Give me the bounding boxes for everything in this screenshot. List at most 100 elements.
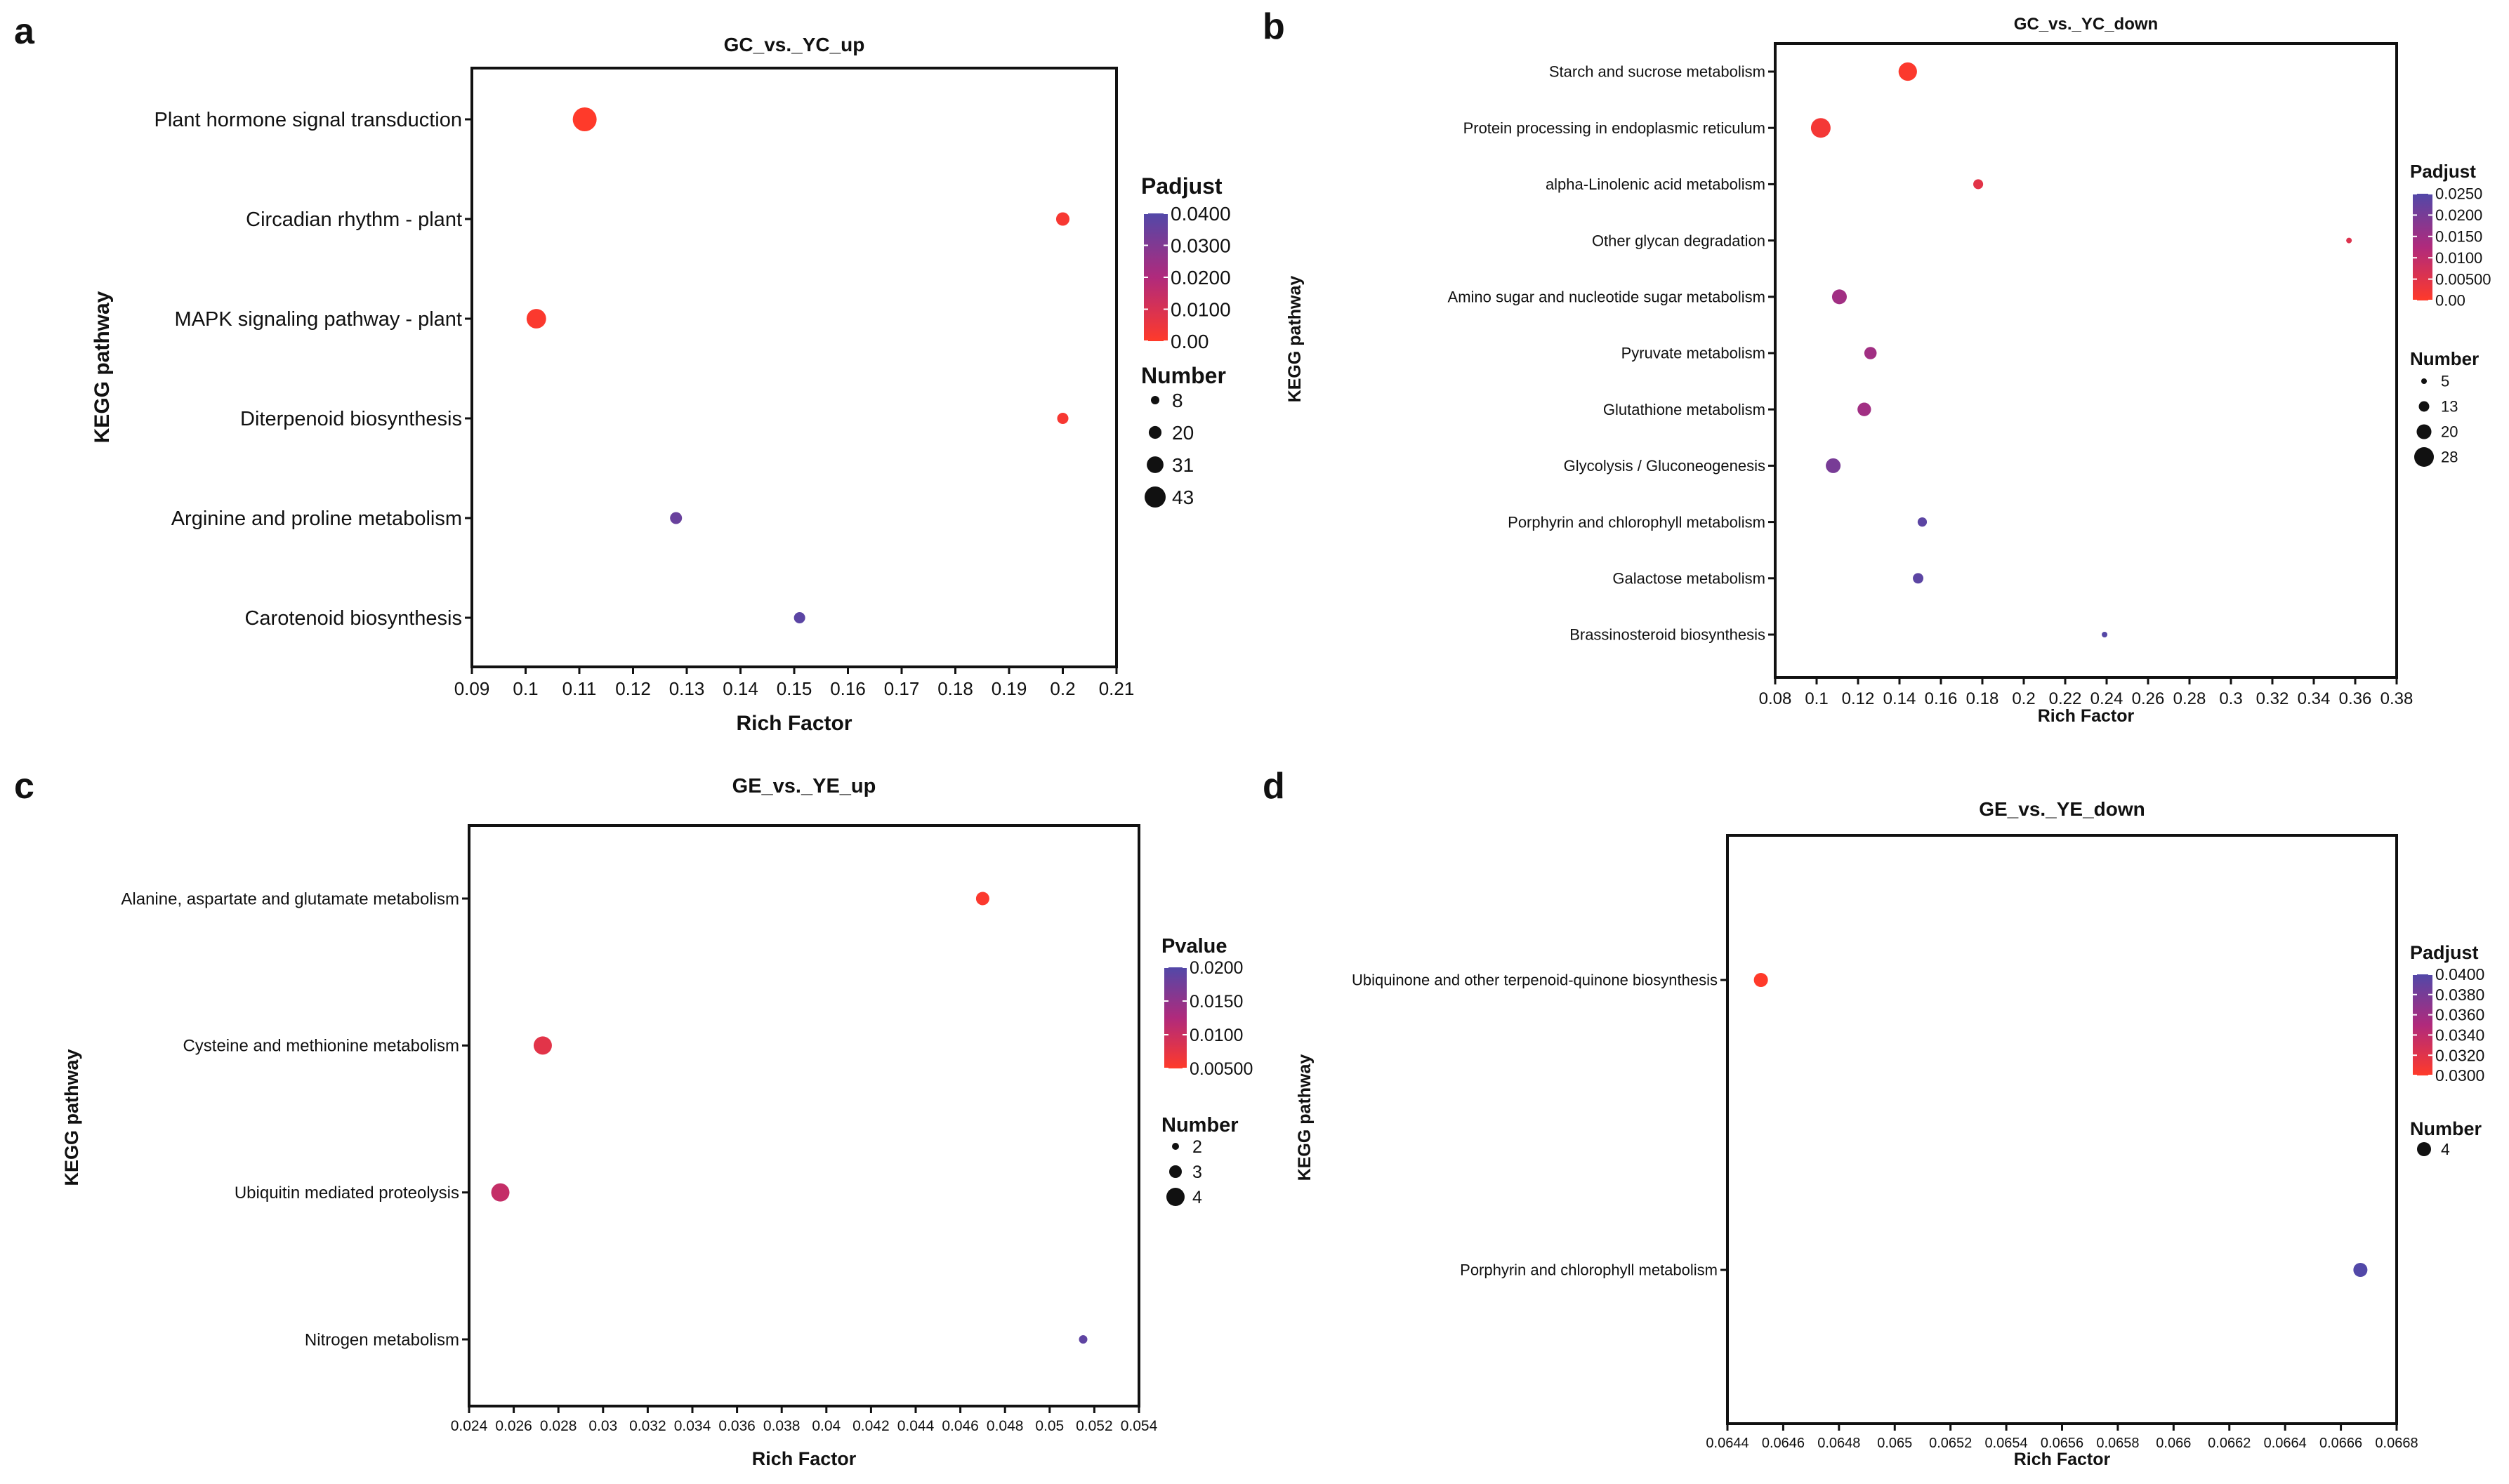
y-category-label: Cysteine and methionine metabolism	[183, 1037, 459, 1056]
data-point	[1917, 517, 1928, 527]
x-tick-label: 0.065	[1877, 1436, 1912, 1451]
x-tick-label: 0.0664	[2264, 1436, 2307, 1451]
color-legend-label: 0.0200	[1190, 958, 1243, 978]
y-category-label: Other glycan degradation	[1592, 232, 1765, 249]
size-legend-dot	[2417, 1142, 2431, 1156]
x-tick-label: 0.0646	[1762, 1436, 1805, 1451]
size-legend-dot	[1151, 396, 1159, 404]
y-category-label: Circadian rhythm - plant	[246, 208, 462, 231]
y-category-label: Diterpenoid biosynthesis	[240, 408, 462, 430]
x-tick-label: 0.0648	[1817, 1436, 1860, 1451]
x-tick-label: 0.042	[852, 1418, 890, 1434]
color-legend-label: 0.00	[1171, 331, 1209, 352]
size-legend-label: 3	[1192, 1162, 1202, 1182]
x-axis-label: Rich Factor	[736, 712, 852, 735]
x-tick-label: 0.1	[1805, 689, 1828, 708]
size-legend-dot	[1169, 1165, 1182, 1178]
size-legend-label: 5	[2441, 373, 2449, 390]
y-category-label: alpha-Linolenic acid metabolism	[1546, 175, 1765, 193]
x-axis-label: Rich Factor	[2038, 706, 2135, 726]
chart-title: GC_vs._YC_up	[724, 34, 865, 55]
color-legend-label: 0.00500	[1190, 1059, 1253, 1079]
size-legend-label: 13	[2441, 398, 2458, 416]
size-legend-dot	[2414, 447, 2434, 467]
data-point	[491, 1183, 510, 1202]
y-category-label: Arginine and proline metabolism	[171, 508, 462, 530]
color-legend-label: 0.0320	[2435, 1046, 2484, 1064]
y-category-label: Pyruvate metabolism	[1621, 345, 1765, 362]
color-legend-label: 0.0300	[1171, 234, 1231, 256]
x-tick-label: 0.048	[987, 1418, 1024, 1434]
x-tick-label: 0.13	[669, 678, 705, 699]
plot-area	[468, 824, 1140, 1407]
x-tick-label: 0.21	[1099, 678, 1135, 699]
y-axis-label: KEGG pathway	[1295, 1054, 1315, 1181]
x-tick-label: 0.24	[2090, 689, 2123, 708]
color-legend-label: 0.0150	[1190, 992, 1243, 1012]
chart-title: GC_vs._YC_down	[2014, 15, 2158, 34]
y-category-label: Porphyrin and chlorophyll metabolism	[1508, 513, 1765, 531]
data-point	[2102, 632, 2108, 637]
x-tick-label: 0.1	[513, 678, 538, 699]
x-tick-label: 0.0644	[1706, 1436, 1749, 1451]
x-tick-label: 0.036	[718, 1418, 756, 1434]
data-point	[1973, 179, 1984, 190]
data-point	[526, 309, 546, 329]
x-axis-label: Rich Factor	[2014, 1450, 2111, 1469]
x-tick-label: 0.0656	[2041, 1436, 2083, 1451]
x-tick-label: 0.14	[1883, 689, 1916, 708]
size-legend-dot	[1145, 486, 1166, 508]
size-legend-label: 43	[1172, 486, 1194, 508]
y-category-label: Galactose metabolism	[1612, 570, 1765, 588]
color-legend-label: 0.0200	[1171, 267, 1231, 289]
size-legend-label: 20	[2441, 423, 2458, 441]
data-point	[1864, 347, 1877, 359]
y-category-label: Carotenoid biosynthesis	[244, 607, 462, 630]
x-tick-label: 0.3	[2219, 689, 2242, 708]
y-axis-label: KEGG pathway	[1285, 276, 1305, 403]
y-category-label: Glutathione metabolism	[1603, 401, 1765, 418]
size-legend-title: Number	[1161, 1114, 1239, 1137]
chart-title: GE_vs._YE_up	[732, 775, 876, 797]
size-legend-dot	[2418, 401, 2430, 412]
size-legend-label: 4	[2441, 1140, 2450, 1158]
size-legend-dot	[2421, 378, 2427, 384]
color-legend-label: 0.0100	[1171, 298, 1231, 320]
x-tick-label: 0.2	[2012, 689, 2035, 708]
panel-letter: a	[14, 11, 35, 52]
x-tick-label: 0.11	[562, 678, 597, 699]
data-point	[2346, 237, 2352, 244]
x-tick-label: 0.32	[2256, 689, 2289, 708]
data-point	[572, 107, 597, 131]
panel-letter: d	[1263, 766, 1285, 807]
color-bar	[1164, 967, 1187, 1068]
color-legend-label: 0.0100	[2435, 249, 2482, 267]
x-tick-label: 0.15	[777, 678, 812, 699]
x-tick-label: 0.0662	[2208, 1436, 2251, 1451]
size-legend-title: Number	[1141, 363, 1226, 388]
x-tick-label: 0.052	[1076, 1418, 1113, 1434]
color-legend-label: 0.00500	[2435, 270, 2491, 288]
data-point	[975, 892, 989, 906]
y-axis-label: KEGG pathway	[91, 291, 114, 443]
data-point	[1857, 402, 1871, 416]
x-tick-label: 0.05	[1035, 1418, 1064, 1434]
data-point	[1810, 118, 1831, 138]
size-legend-label: 20	[1172, 422, 1194, 444]
color-legend-label: 0.0100	[1190, 1026, 1243, 1045]
y-axis-label: KEGG pathway	[61, 1049, 82, 1186]
color-legend-label: 0.0360	[2435, 1006, 2484, 1024]
x-tick-label: 0.0658	[2096, 1436, 2139, 1451]
size-legend-label: 4	[1192, 1188, 1202, 1207]
panel-letter: b	[1263, 6, 1285, 47]
color-legend-label: 0.0200	[2435, 206, 2482, 224]
x-tick-label: 0.18	[1966, 689, 1999, 708]
y-category-label: Nitrogen metabolism	[305, 1330, 459, 1349]
x-tick-label: 0.12	[615, 678, 651, 699]
data-point	[1079, 1335, 1088, 1344]
y-category-label: Starch and sucrose metabolism	[1549, 63, 1765, 81]
x-tick-label: 0.17	[884, 678, 920, 699]
plot-area	[470, 67, 1118, 668]
x-tick-label: 0.026	[495, 1418, 532, 1434]
